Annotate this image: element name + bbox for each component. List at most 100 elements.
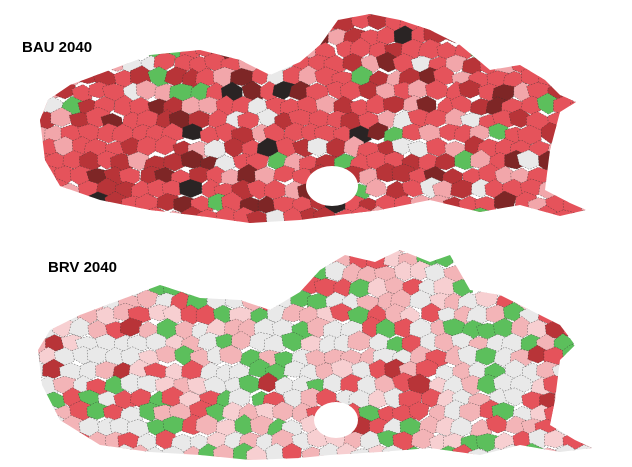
municipality — [557, 41, 580, 61]
municipality — [18, 168, 39, 188]
municipality — [139, 261, 163, 281]
municipality — [367, 122, 389, 141]
municipality — [577, 84, 586, 103]
municipality — [161, 386, 184, 407]
municipality — [174, 14, 198, 15]
municipality — [45, 275, 68, 294]
municipality — [569, 152, 586, 173]
municipality — [144, 206, 167, 223]
municipality — [85, 14, 110, 18]
municipality — [603, 331, 626, 350]
municipality — [605, 447, 629, 465]
municipality — [119, 317, 143, 337]
municipality — [92, 40, 117, 59]
municipality — [407, 79, 430, 99]
municipality — [127, 151, 150, 171]
municipality — [578, 164, 586, 185]
municipality — [46, 303, 66, 326]
municipality — [17, 193, 39, 212]
municipality — [342, 53, 363, 73]
municipality — [283, 41, 308, 59]
municipality — [86, 346, 108, 366]
municipality — [164, 66, 188, 87]
municipality — [283, 122, 308, 142]
municipality — [38, 417, 49, 436]
municipality — [588, 153, 611, 175]
municipality — [195, 67, 218, 87]
municipality — [228, 387, 251, 408]
municipality — [614, 194, 632, 213]
municipality — [536, 250, 559, 271]
municipality — [204, 139, 227, 160]
municipality — [474, 196, 498, 217]
municipality — [56, 289, 78, 309]
municipality — [586, 250, 592, 269]
municipality — [588, 179, 610, 197]
municipality — [95, 306, 120, 327]
municipality — [382, 210, 406, 223]
municipality — [554, 304, 578, 326]
municipality — [479, 14, 501, 20]
municipality — [573, 41, 586, 59]
municipality — [266, 14, 291, 34]
municipality — [339, 250, 362, 258]
municipality — [175, 250, 197, 255]
municipality — [615, 81, 632, 102]
municipality — [203, 263, 227, 283]
municipality — [156, 193, 179, 212]
municipality — [188, 28, 213, 49]
municipality — [154, 250, 177, 256]
municipality — [596, 435, 619, 454]
municipality — [578, 347, 592, 367]
municipality — [265, 251, 288, 271]
municipality — [584, 308, 592, 327]
municipality — [140, 250, 163, 257]
municipality — [605, 419, 627, 437]
municipality — [58, 444, 81, 460]
municipality — [560, 14, 585, 16]
municipality — [547, 54, 569, 75]
municipality — [265, 442, 288, 460]
municipality — [85, 250, 110, 256]
municipality — [223, 137, 245, 159]
municipality — [579, 373, 592, 392]
municipality — [358, 250, 381, 256]
municipality — [255, 52, 279, 72]
municipality — [527, 344, 548, 364]
municipality — [615, 142, 632, 158]
municipality — [622, 178, 632, 197]
municipality — [40, 139, 43, 159]
municipality — [256, 250, 279, 255]
municipality — [109, 14, 134, 32]
municipality — [40, 14, 59, 20]
municipality — [599, 233, 620, 254]
municipality — [571, 123, 586, 146]
municipality — [551, 276, 575, 295]
municipality — [522, 14, 543, 33]
municipality — [38, 250, 43, 258]
municipality — [415, 359, 439, 378]
municipality — [69, 193, 91, 215]
municipality — [604, 251, 626, 271]
municipality — [505, 415, 527, 435]
municipality — [513, 14, 536, 19]
municipality — [181, 277, 206, 297]
municipality — [475, 347, 498, 366]
municipality — [616, 26, 632, 45]
municipality — [411, 428, 435, 450]
municipality — [401, 179, 426, 198]
municipality — [257, 372, 279, 393]
municipality — [314, 66, 338, 88]
municipality — [616, 292, 632, 311]
municipality — [434, 250, 457, 268]
municipality — [449, 208, 473, 223]
municipality — [573, 362, 592, 384]
municipality — [212, 14, 237, 33]
municipality — [203, 52, 227, 72]
municipality — [254, 263, 279, 285]
municipality — [42, 358, 65, 379]
municipality — [393, 260, 415, 282]
municipality — [624, 330, 632, 350]
municipality — [529, 250, 552, 256]
